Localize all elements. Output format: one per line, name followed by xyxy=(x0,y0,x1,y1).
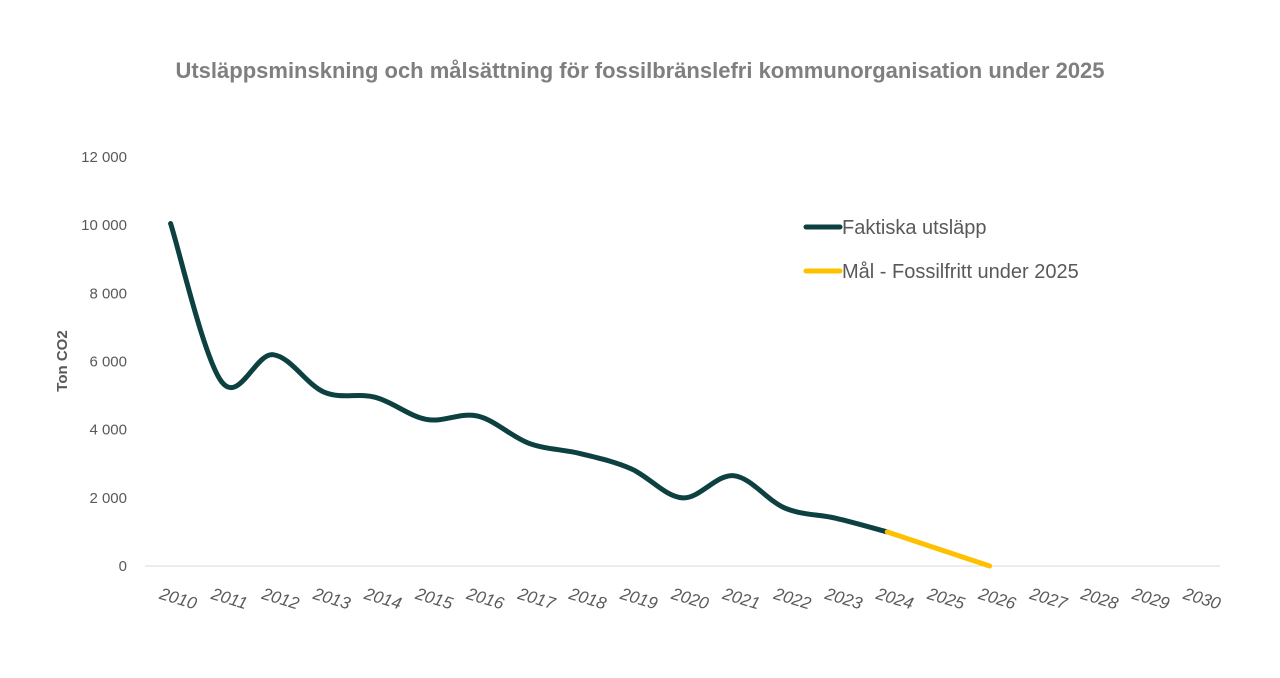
x-tick-label: 2029 xyxy=(1129,584,1172,614)
x-tick-label: 2026 xyxy=(975,584,1018,614)
x-tick-label: 2030 xyxy=(1180,584,1223,614)
x-tick-label: 2017 xyxy=(515,584,558,614)
chart-title: Utsläppsminskning och målsättning för fo… xyxy=(175,58,1105,83)
legend-label: Mål - Fossilfritt under 2025 xyxy=(842,261,1079,283)
x-tick-label: 2024 xyxy=(873,584,916,614)
x-tick-label: 2015 xyxy=(412,584,455,614)
x-tick-label: 2020 xyxy=(668,584,711,614)
x-tick-label: 2012 xyxy=(259,584,302,614)
y-axis-label: Ton CO2 xyxy=(54,330,71,391)
x-tick-label: 2010 xyxy=(156,584,199,614)
x-tick-label: 2019 xyxy=(617,584,660,614)
x-tick-label: 2016 xyxy=(464,584,507,614)
x-tick-label: 2014 xyxy=(361,584,404,614)
x-tick-label: 2028 xyxy=(1078,584,1121,614)
y-tick-label: 10 000 xyxy=(81,217,127,234)
x-tick-label: 2023 xyxy=(822,584,865,614)
x-tick-label: 2025 xyxy=(924,584,967,614)
x-tick-label: 2022 xyxy=(771,584,814,614)
x-tick-label: 2013 xyxy=(310,584,353,614)
y-tick-label: 12 000 xyxy=(81,149,127,166)
y-tick-label: 2 000 xyxy=(89,490,127,507)
y-tick-label: 8 000 xyxy=(89,285,127,302)
x-tick-label: 2018 xyxy=(566,584,609,614)
y-tick-label: 0 xyxy=(119,558,127,575)
series-line-faktiska-utslapp xyxy=(168,220,890,535)
x-tick-label: 2027 xyxy=(1027,584,1070,614)
x-tick-label: 2011 xyxy=(208,584,249,613)
y-tick-label: 6 000 xyxy=(89,354,127,371)
legend-label: Faktiska utsläpp xyxy=(842,217,987,239)
x-tick-label: 2021 xyxy=(719,584,762,614)
y-tick-label: 4 000 xyxy=(89,422,127,439)
series-line-mal-fossilfritt xyxy=(884,529,993,569)
